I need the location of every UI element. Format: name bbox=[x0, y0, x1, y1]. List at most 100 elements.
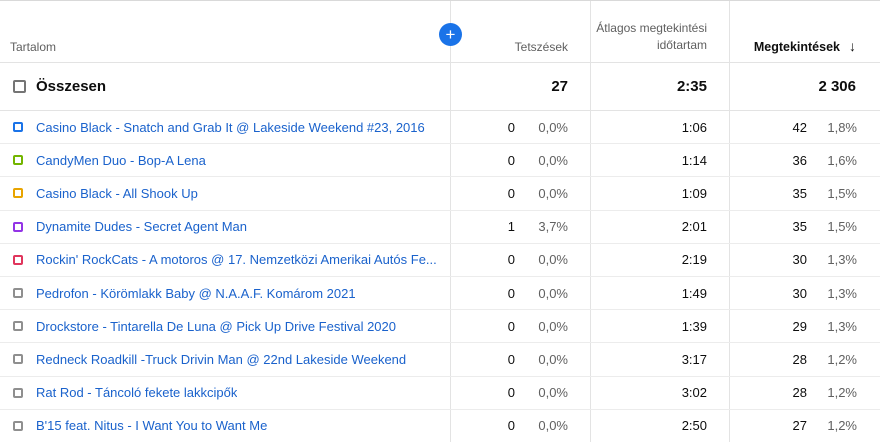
views-count: 35 bbox=[792, 219, 807, 235]
table-row: Casino Black - Snatch and Grab It @ Lake… bbox=[0, 111, 880, 145]
avg-view-duration: 1:09 bbox=[681, 185, 707, 201]
row-checkbox[interactable] bbox=[13, 288, 23, 299]
row-checkbox[interactable] bbox=[13, 188, 23, 199]
views-count: 29 bbox=[792, 318, 807, 334]
column-header-likes-label: Tetszések bbox=[514, 40, 568, 54]
views-percentage: 1,5% bbox=[827, 219, 857, 235]
likes-percentage: 0,0% bbox=[538, 119, 568, 135]
video-title-link[interactable]: Pedrofon - Körömlakk Baby @ N.A.A.F. Kom… bbox=[36, 285, 356, 301]
likes-percentage: 0,0% bbox=[538, 285, 568, 301]
likes-percentage: 0,0% bbox=[538, 385, 568, 401]
plus-icon: + bbox=[445, 25, 456, 44]
column-divider bbox=[590, 1, 591, 442]
views-percentage: 1,3% bbox=[827, 252, 857, 268]
video-title-link[interactable]: Rockin' RockCats - A motoros @ 17. Nemze… bbox=[36, 252, 437, 268]
row-checkbox[interactable] bbox=[13, 221, 23, 232]
column-header-avg-duration[interactable]: Átlagos megtekintési időtartam bbox=[590, 20, 729, 62]
likes-count: 0 bbox=[507, 119, 515, 135]
column-header-content-label: Tartalom bbox=[10, 40, 57, 54]
video-title-link[interactable]: Casino Black - Snatch and Grab It @ Lake… bbox=[36, 119, 425, 135]
table-body: Casino Black - Snatch and Grab It @ Lake… bbox=[0, 111, 880, 442]
likes-percentage: 0,0% bbox=[538, 418, 568, 434]
row-checkbox[interactable] bbox=[13, 155, 23, 166]
column-divider bbox=[450, 1, 451, 442]
totals-label: Összesen bbox=[36, 78, 107, 95]
table-row: CandyMen Duo - Bop-A Lena 0 0,0% 1:14 36… bbox=[0, 144, 880, 178]
video-title-link[interactable]: Redneck Roadkill -Truck Drivin Man @ 22n… bbox=[36, 351, 407, 367]
views-count: 30 bbox=[792, 285, 807, 301]
likes-count: 0 bbox=[507, 185, 515, 201]
table-row: Dynamite Dudes - Secret Agent Man 1 3,7%… bbox=[0, 211, 880, 244]
likes-count: 0 bbox=[507, 318, 515, 334]
video-title-link[interactable]: B'15 feat. Nitus - I Want You to Want Me bbox=[36, 418, 268, 434]
likes-count: 0 bbox=[507, 285, 515, 301]
views-count: 42 bbox=[792, 119, 807, 135]
views-percentage: 1,2% bbox=[827, 418, 857, 434]
likes-percentage: 0,0% bbox=[538, 351, 568, 367]
column-divider bbox=[729, 1, 730, 442]
likes-percentage: 3,7% bbox=[538, 219, 568, 235]
views-count: 28 bbox=[792, 351, 807, 367]
views-percentage: 1,2% bbox=[827, 351, 857, 367]
table-row: Casino Black - All Shook Up 0 0,0% 1:09 … bbox=[0, 177, 880, 211]
table-header: Tartalom Tetszések Átlagos megtekintési … bbox=[0, 1, 880, 63]
table-row: Drockstore - Tintarella De Luna @ Pick U… bbox=[0, 310, 880, 344]
table-row: Pedrofon - Körömlakk Baby @ N.A.A.F. Kom… bbox=[0, 277, 880, 311]
likes-count: 0 bbox=[507, 152, 515, 168]
sort-desc-icon: ↓ bbox=[849, 38, 856, 54]
avg-view-duration: 2:50 bbox=[681, 418, 707, 434]
views-percentage: 1,2% bbox=[827, 385, 857, 401]
likes-count: 0 bbox=[507, 252, 515, 268]
row-checkbox[interactable] bbox=[13, 420, 23, 431]
column-header-views-label: Megtekintések bbox=[753, 40, 840, 54]
avg-view-duration: 1:49 bbox=[681, 285, 707, 301]
likes-count: 0 bbox=[507, 351, 515, 367]
table-row: Rat Rod - Táncoló fekete lakkcipők 0 0,0… bbox=[0, 377, 880, 410]
likes-count: 0 bbox=[507, 385, 515, 401]
table-row: B'15 feat. Nitus - I Want You to Want Me… bbox=[0, 410, 880, 442]
views-percentage: 1,5% bbox=[827, 185, 857, 201]
views-count: 30 bbox=[792, 252, 807, 268]
likes-percentage: 0,0% bbox=[538, 152, 568, 168]
avg-view-duration: 1:14 bbox=[681, 152, 707, 168]
totals-avg-duration: 2:35 bbox=[676, 78, 707, 95]
avg-view-duration: 1:39 bbox=[681, 318, 707, 334]
row-checkbox[interactable] bbox=[13, 122, 23, 133]
column-header-avg-duration-label: Átlagos megtekintési időtartam bbox=[596, 21, 707, 52]
video-title-link[interactable]: Dynamite Dudes - Secret Agent Man bbox=[36, 219, 247, 235]
avg-view-duration: 3:02 bbox=[681, 385, 707, 401]
add-metric-button[interactable]: + bbox=[439, 23, 462, 46]
views-count: 28 bbox=[792, 385, 807, 401]
row-checkbox[interactable] bbox=[13, 321, 23, 332]
totals-row: Összesen 27 2:35 2 306 bbox=[0, 63, 880, 111]
views-percentage: 1,3% bbox=[827, 318, 857, 334]
views-count: 27 bbox=[792, 418, 807, 434]
video-title-link[interactable]: Casino Black - All Shook Up bbox=[36, 185, 198, 201]
likes-percentage: 0,0% bbox=[538, 185, 568, 201]
totals-views: 2 306 bbox=[818, 78, 856, 95]
column-header-content: Tartalom bbox=[0, 40, 450, 62]
table-row: Rockin' RockCats - A motoros @ 17. Nemze… bbox=[0, 244, 880, 277]
video-title-link[interactable]: Rat Rod - Táncoló fekete lakkcipők bbox=[36, 385, 238, 401]
views-percentage: 1,8% bbox=[827, 119, 857, 135]
views-percentage: 1,3% bbox=[827, 285, 857, 301]
row-checkbox[interactable] bbox=[13, 354, 23, 365]
likes-count: 1 bbox=[507, 219, 515, 235]
avg-view-duration: 3:17 bbox=[681, 351, 707, 367]
views-count: 35 bbox=[792, 185, 807, 201]
column-header-likes[interactable]: Tetszések bbox=[450, 40, 590, 62]
likes-percentage: 0,0% bbox=[538, 252, 568, 268]
views-percentage: 1,6% bbox=[827, 152, 857, 168]
column-header-views[interactable]: Megtekintések ↓ bbox=[729, 38, 880, 62]
select-all-checkbox[interactable] bbox=[13, 80, 26, 93]
likes-percentage: 0,0% bbox=[538, 318, 568, 334]
views-count: 36 bbox=[792, 152, 807, 168]
video-title-link[interactable]: Drockstore - Tintarella De Luna @ Pick U… bbox=[36, 318, 397, 334]
row-checkbox[interactable] bbox=[13, 387, 23, 398]
row-checkbox[interactable] bbox=[13, 254, 23, 265]
totals-likes: 27 bbox=[551, 78, 568, 95]
likes-count: 0 bbox=[507, 418, 515, 434]
avg-view-duration: 2:01 bbox=[681, 219, 707, 235]
video-title-link[interactable]: CandyMen Duo - Bop-A Lena bbox=[36, 152, 206, 168]
